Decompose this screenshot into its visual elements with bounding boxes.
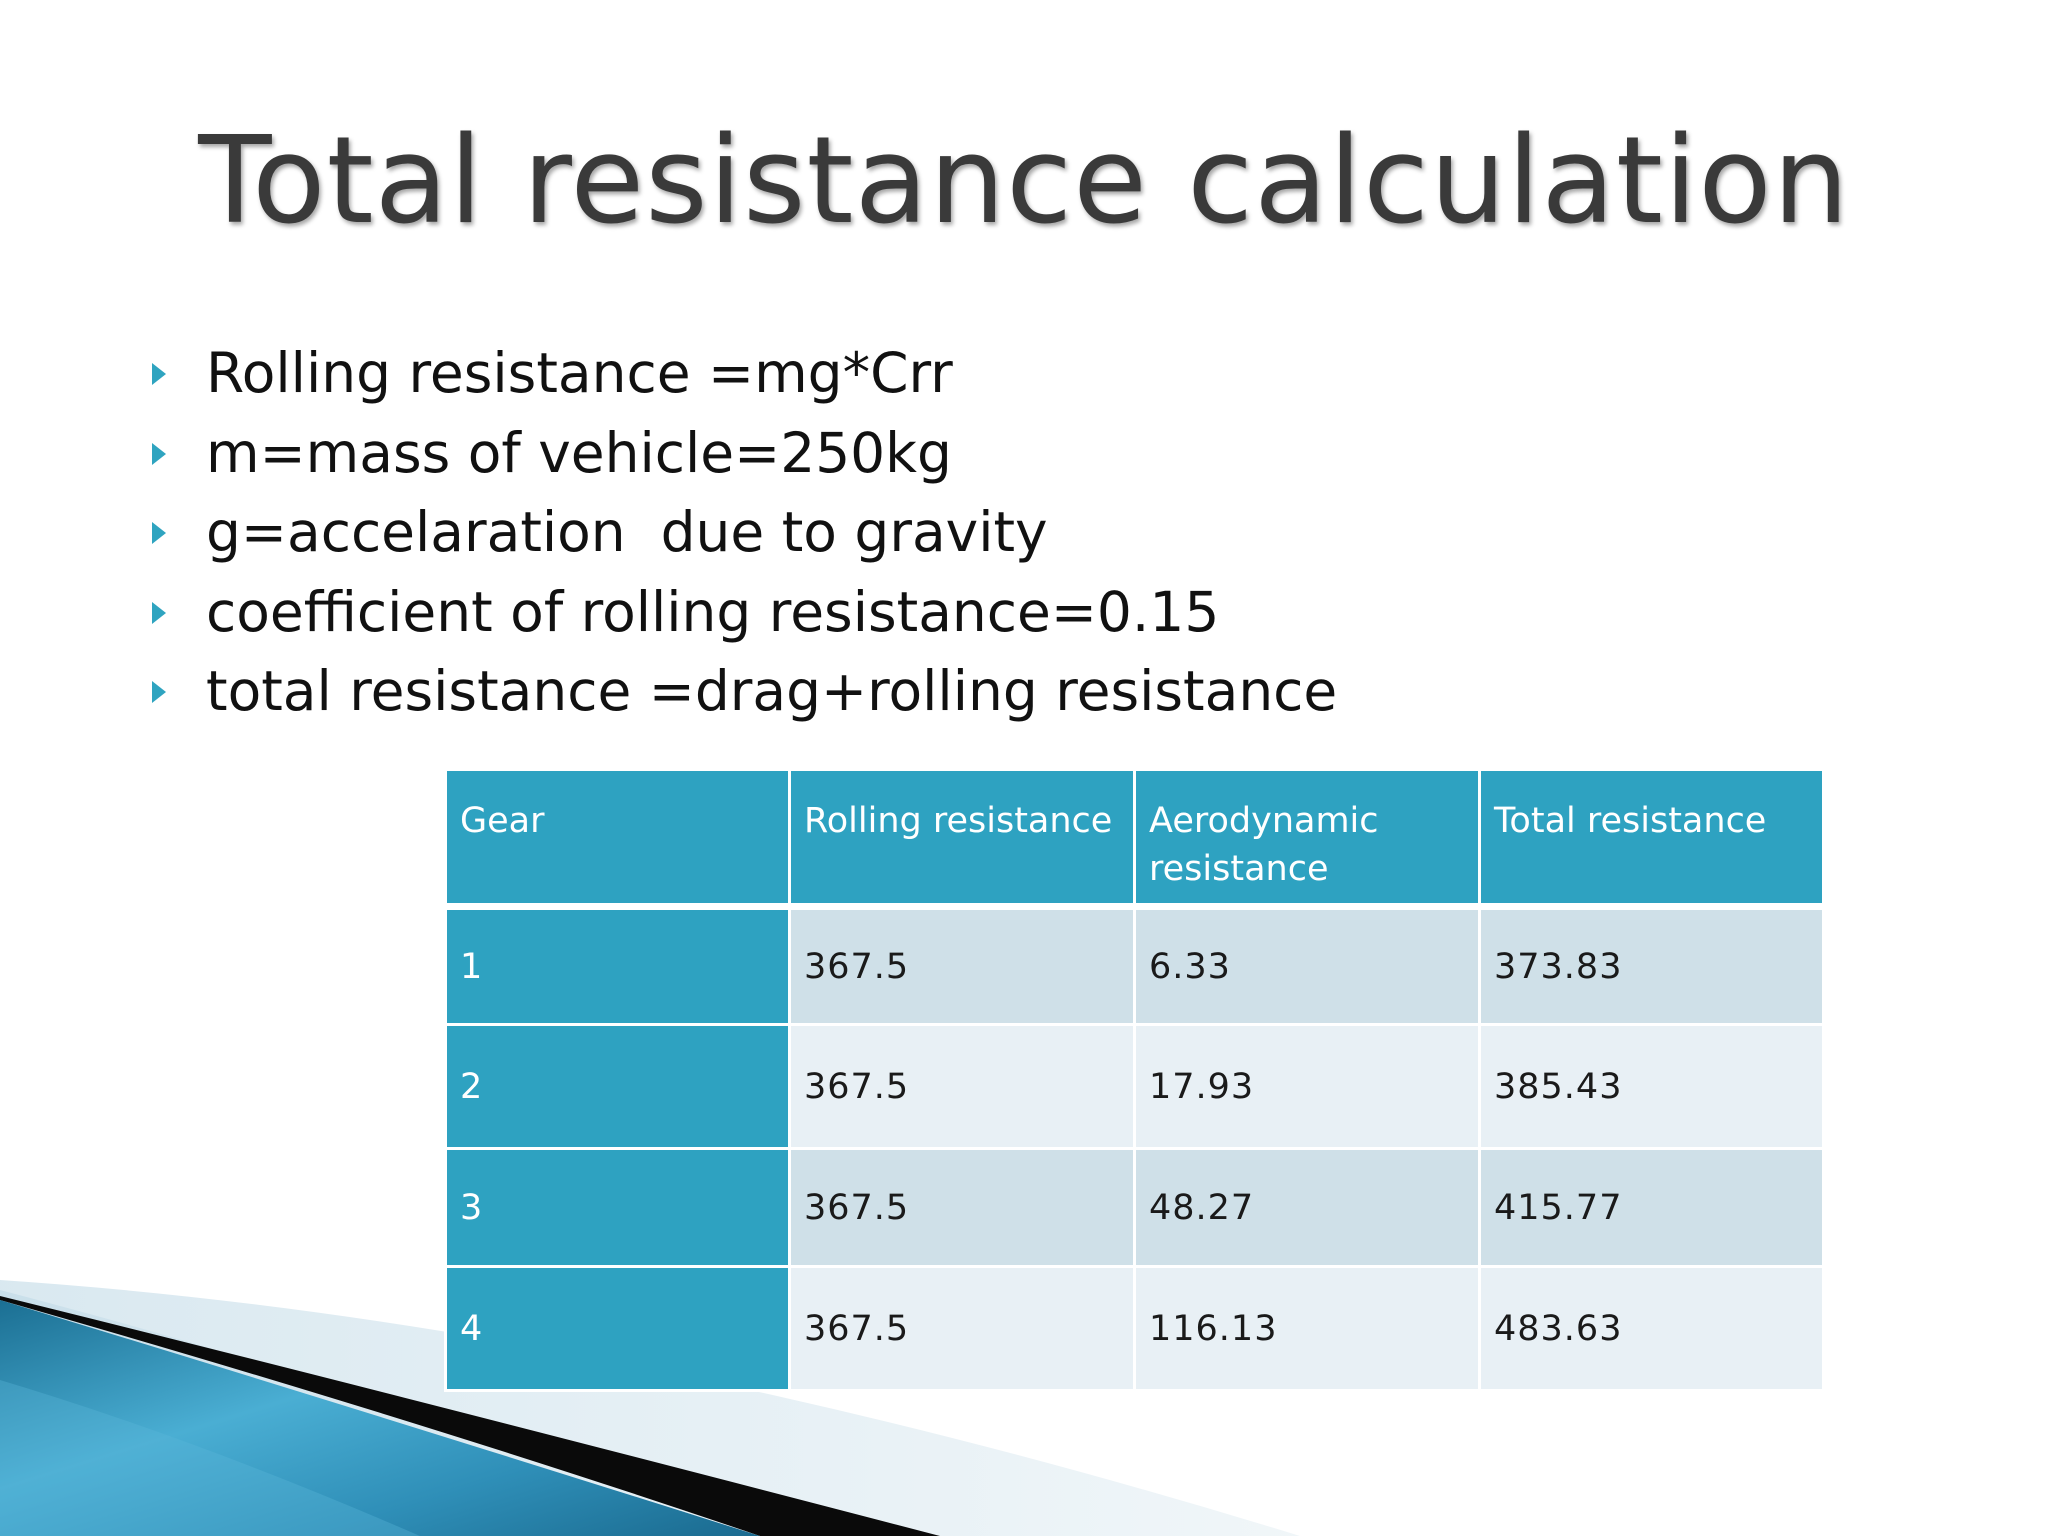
total-cell: 385.43 bbox=[1478, 1023, 1825, 1150]
bullet-text: g=accelaration due to gravity bbox=[206, 500, 1048, 564]
bullet-item: Rolling resistance =mg*Crr bbox=[140, 334, 1337, 414]
aero-cell: 116.13 bbox=[1133, 1265, 1481, 1392]
total-cell: 483.63 bbox=[1478, 1265, 1825, 1392]
triangle-bullet-icon bbox=[152, 442, 166, 465]
rolling-cell: 367.5 bbox=[788, 905, 1136, 1026]
header-rolling-resistance: Rolling resistance bbox=[788, 768, 1136, 910]
bullet-text: total resistance =drag+rolling resistanc… bbox=[206, 659, 1338, 723]
slide-title: Total resistance calculation bbox=[198, 112, 1850, 251]
total-cell: 415.77 bbox=[1478, 1147, 1825, 1268]
bullet-item: total resistance =drag+rolling resistanc… bbox=[140, 652, 1337, 732]
triangle-bullet-icon bbox=[152, 601, 166, 624]
bullet-text: coefficient of rolling resistance=0.15 bbox=[206, 579, 1220, 644]
gear-cell: 4 bbox=[444, 1265, 791, 1392]
table-row: 4 367.5 116.13 483.63 bbox=[444, 1265, 1825, 1392]
triangle-bullet-icon bbox=[152, 522, 166, 544]
bullet-item: g=accelaration due to gravity bbox=[140, 493, 1337, 573]
aero-cell: 6.33 bbox=[1133, 905, 1481, 1026]
triangle-bullet-icon bbox=[152, 363, 166, 385]
rolling-cell: 367.5 bbox=[788, 1265, 1136, 1392]
aero-cell: 17.93 bbox=[1133, 1023, 1481, 1150]
bullet-item: coefficient of rolling resistance=0.15 bbox=[140, 573, 1337, 653]
gear-cell: 1 bbox=[444, 905, 791, 1026]
table-row: 3 367.5 48.27 415.77 bbox=[444, 1147, 1825, 1268]
rolling-cell: 367.5 bbox=[788, 1023, 1136, 1150]
aero-cell: 48.27 bbox=[1133, 1147, 1481, 1268]
table-row: 2 367.5 17.93 385.43 bbox=[444, 1023, 1825, 1150]
total-cell: 373.83 bbox=[1478, 905, 1825, 1026]
rolling-cell: 367.5 bbox=[788, 1147, 1136, 1268]
triangle-bullet-icon bbox=[152, 681, 166, 703]
bullet-text: m=mass of vehicle=250kg bbox=[206, 420, 952, 485]
header-aerodynamic-resistance: Aerodynamic resistance bbox=[1133, 768, 1481, 910]
header-total-resistance: Total resistance bbox=[1478, 768, 1825, 910]
header-gear: Gear bbox=[444, 768, 791, 910]
gear-cell: 3 bbox=[444, 1147, 791, 1268]
bullet-item: m=mass of vehicle=250kg bbox=[140, 414, 1337, 494]
resistance-table: Gear Rolling resistance Aerodynamic resi… bbox=[444, 768, 1825, 1392]
table-row: 1 367.5 6.33 373.83 bbox=[444, 905, 1825, 1026]
table-header-row: Gear Rolling resistance Aerodynamic resi… bbox=[444, 768, 1825, 910]
gear-cell: 2 bbox=[444, 1023, 791, 1150]
bullet-list: Rolling resistance =mg*Crr m=mass of veh… bbox=[140, 334, 1337, 732]
bullet-text: Rolling resistance =mg*Crr bbox=[206, 341, 953, 405]
